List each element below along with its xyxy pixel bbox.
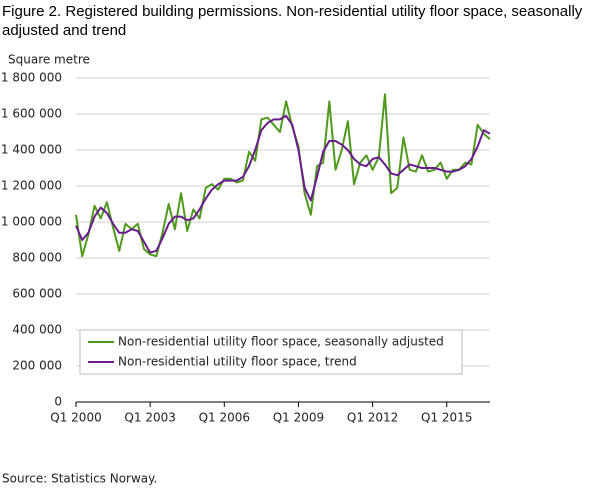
y-tick-label: 400 000 bbox=[12, 323, 62, 337]
y-tick-label: 1 600 000 bbox=[1, 107, 62, 121]
x-tick-label: Q1 2012 bbox=[347, 411, 398, 425]
chart-title: Figure 2. Registered building permission… bbox=[2, 3, 583, 39]
x-tick-label: Q1 2009 bbox=[273, 411, 324, 425]
legend-box bbox=[79, 329, 463, 375]
x-tick-label: Q1 2000 bbox=[50, 411, 101, 425]
y-tick-label: 200 000 bbox=[12, 359, 62, 373]
y-tick-label: 0 bbox=[54, 395, 62, 409]
series-line bbox=[75, 114, 491, 254]
y-tick-label: 1 000 000 bbox=[1, 215, 62, 229]
y-tick-label: 800 000 bbox=[12, 251, 62, 265]
x-tick-label: Q1 2015 bbox=[421, 411, 472, 425]
legend-label: Non-residential utility floor space, sea… bbox=[118, 335, 444, 349]
y-axis-label: Square metre bbox=[8, 53, 90, 67]
source: Source: Statistics Norway. bbox=[2, 472, 157, 486]
y-tick-label: 1 200 000 bbox=[1, 179, 62, 193]
x-tick-label: Q1 2006 bbox=[199, 411, 250, 425]
y-tick-label: 1 800 000 bbox=[1, 71, 62, 85]
legend: Non-residential utility floor space, sea… bbox=[79, 329, 463, 375]
legend-label: Non-residential utility floor space, tre… bbox=[118, 355, 357, 369]
x-tick-label: Q1 2003 bbox=[124, 411, 175, 425]
y-tick-label: 600 000 bbox=[12, 287, 62, 301]
y-tick-label: 1 400 000 bbox=[1, 143, 62, 157]
